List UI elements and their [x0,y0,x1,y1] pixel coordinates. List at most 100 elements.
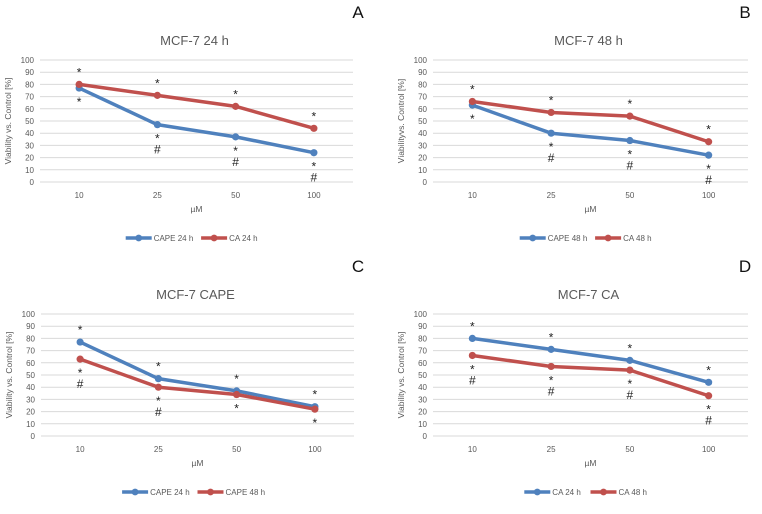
y-tick-label: 60 [26,359,35,368]
significance-asterisk: * [549,373,554,387]
significance-asterisk: * [78,323,83,337]
significance-hash: # [627,159,634,173]
y-tick-label: 40 [418,383,427,392]
y-tick-label: 70 [418,347,427,356]
significance-asterisk: * [549,93,554,107]
significance-hash: # [705,173,712,187]
x-axis-label: µM [585,204,597,214]
y-tick-label: 100 [22,310,36,319]
significance-hash: # [311,171,318,185]
x-tick-label: 50 [231,191,240,200]
data-point [76,338,84,346]
significance-asterisk: * [234,372,239,386]
y-tick-label: 50 [418,371,427,380]
data-point [75,80,83,88]
y-tick-label: 30 [418,395,427,404]
y-tick-label: 40 [418,129,427,138]
data-point [547,129,555,137]
y-tick-label: 90 [25,68,34,77]
chart-panel-a: A MCF-7 24 h 0 10 20 30 40 50 60 70 80 90 100 10 25 50 1… [3,3,364,243]
x-tick-label: 10 [468,445,477,454]
significance-asterisk: * [313,388,318,402]
significance-asterisk: * [77,65,82,79]
x-tick-label: 10 [75,191,84,200]
significance-asterisk: * [233,144,238,158]
chart-panel-b: B MCF-7 48 h 0 10 20 30 40 50 60 70 80 90 100 10 25 50 1… [396,3,751,243]
significance-asterisk: * [628,97,633,111]
x-tick-label: 50 [625,191,634,200]
legend-marker [529,234,537,242]
y-tick-label: 70 [25,93,34,102]
legend-label: CA 48 h [623,234,651,243]
significance-hash: # [548,151,555,165]
series-line-1 [472,99,710,144]
y-tick-label: 10 [418,166,427,175]
x-tick-label: 100 [308,445,322,454]
significance-hash: # [705,414,712,428]
significance-asterisk: * [470,112,475,126]
y-tick-label: 70 [418,93,427,102]
legend-marker [207,488,214,496]
panel-label: C [352,257,364,276]
y-tick-label: 80 [26,334,35,343]
data-point [705,151,713,159]
series-line-0 [79,340,316,409]
y-tick-label: 20 [25,154,34,163]
significance-asterisk: * [628,377,633,391]
y-tick-label: 100 [414,310,428,319]
x-axis-label: µM [191,204,203,214]
legend-marker [533,488,541,496]
significance-asterisk: * [470,362,475,376]
series-line-1 [78,82,315,131]
y-tick-label: 100 [414,56,428,65]
legend-label: CAPE 24 h [154,234,194,243]
significance-asterisk: * [156,394,161,408]
legend-marker [210,234,218,242]
panel-label: D [739,257,751,276]
data-point [153,91,161,99]
data-point [153,121,161,129]
x-tick-label: 25 [547,445,556,454]
significance-asterisk: * [78,366,83,380]
x-axis-label: µM [585,458,597,468]
y-tick-label: 0 [423,178,428,187]
panel-label: B [739,3,750,22]
y-axis-label: Viability vs. Control [%] [396,332,406,419]
x-tick-label: 25 [154,445,163,454]
y-tick-label: 10 [25,166,34,175]
chart-title: MCF-7 CAPE [156,287,235,302]
panel-label: A [352,3,364,22]
legend-label: CA 24 h [229,234,257,243]
significance-asterisk: * [156,360,161,374]
series-line-0 [472,336,710,385]
y-tick-label: 100 [21,56,35,65]
significance-asterisk: * [549,330,554,344]
y-tick-label: 60 [418,105,427,114]
data-point [232,102,240,110]
significance-asterisk: * [706,363,711,377]
data-point [468,97,476,106]
significance-asterisk: * [549,140,554,154]
significance-asterisk: * [234,402,239,416]
y-tick-label: 50 [26,371,35,380]
y-tick-label: 40 [26,383,35,392]
significance-asterisk: * [77,95,82,109]
y-axis-label: Viability vs. Control [%] [4,332,14,419]
significance-hash: # [154,143,161,157]
data-point [468,334,476,342]
y-tick-label: 60 [25,105,34,114]
data-point [233,390,241,399]
significance-hash: # [469,373,476,387]
data-point [311,405,319,413]
chart-title: MCF-7 48 h [554,33,623,48]
y-tick-label: 80 [418,80,427,89]
significance-asterisk: * [155,132,160,146]
y-tick-label: 40 [25,129,34,138]
significance-asterisk: * [628,148,633,162]
y-tick-label: 90 [26,322,35,331]
x-tick-label: 100 [702,445,716,454]
y-tick-label: 30 [418,141,427,150]
significance-hash: # [232,155,239,169]
legend-marker [604,234,612,242]
